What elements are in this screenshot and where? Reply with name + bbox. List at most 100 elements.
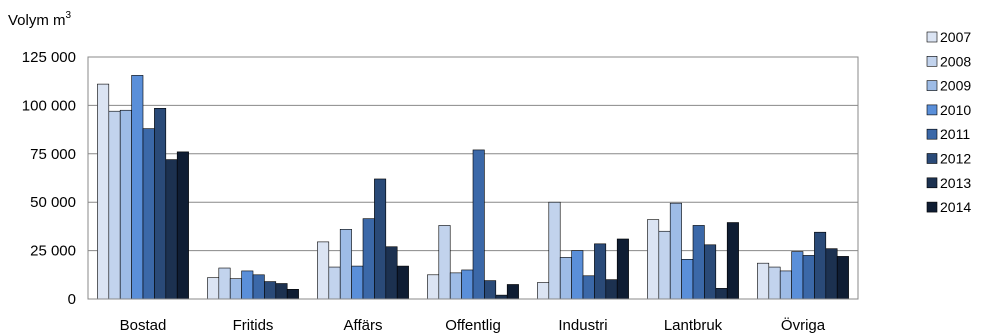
bar-2011 xyxy=(362,218,375,300)
bar-2009 xyxy=(229,278,242,300)
legend-label: 2008 xyxy=(940,53,971,69)
legend-item: 2014 xyxy=(926,199,971,215)
bar-2010 xyxy=(351,265,364,300)
bar-2007 xyxy=(207,277,220,300)
bar-2010 xyxy=(791,251,804,300)
bar-2007 xyxy=(317,241,330,300)
bar-2013 xyxy=(165,159,178,300)
y-tick-labels: 0 25 000 50 000 75 000 100 000 125 000 xyxy=(22,49,76,308)
x-tick-labels: Bostad Fritids Affärs Offentlig Industri Lant… xyxy=(120,316,826,334)
bar-2008 xyxy=(218,267,231,300)
bar-2012 xyxy=(374,178,387,300)
bar-2011 xyxy=(472,149,485,300)
bar-2008 xyxy=(108,110,121,300)
bar-2008 xyxy=(328,266,341,300)
legend-swatch xyxy=(926,201,938,213)
y-tick-label: 125 000 xyxy=(22,49,76,66)
legend-item: 2007 xyxy=(926,29,971,45)
legend-swatch xyxy=(926,55,938,67)
bar-2013 xyxy=(715,288,728,300)
bar-2008 xyxy=(768,266,781,300)
bar-2013 xyxy=(275,283,288,300)
x-tick-label: Övriga xyxy=(781,316,826,334)
legend-label: 2011 xyxy=(940,126,970,142)
y-tick-label: 0 xyxy=(68,291,76,308)
x-tick-label: Affärs xyxy=(344,317,383,334)
bar-2009 xyxy=(449,272,462,300)
legend-label: 2007 xyxy=(940,29,971,45)
legend-label: 2009 xyxy=(940,78,971,94)
legend-item: 2009 xyxy=(926,78,971,94)
bar-2007 xyxy=(647,219,660,300)
bar-2011 xyxy=(802,255,815,300)
bar-2012 xyxy=(704,244,717,300)
bar-2010 xyxy=(461,269,474,300)
bar-2012 xyxy=(484,280,497,300)
legend-swatch xyxy=(926,128,938,140)
x-tick-label: Lantbruk xyxy=(664,317,723,334)
bar-2009 xyxy=(559,257,572,300)
bar-2014 xyxy=(616,238,629,300)
bar-2013 xyxy=(605,279,618,300)
bar-2013 xyxy=(825,248,838,300)
legend-item: 2008 xyxy=(926,53,971,69)
y-tick-label: 75 000 xyxy=(30,146,76,163)
bar-2011 xyxy=(142,128,155,300)
bar-2009 xyxy=(119,109,132,300)
plot-frame xyxy=(87,56,859,300)
legend-swatch xyxy=(926,80,938,91)
bar-2011 xyxy=(582,275,595,300)
bar-2008 xyxy=(438,225,451,300)
bar-2009 xyxy=(669,202,682,300)
bar-2009 xyxy=(779,270,792,300)
bar-2014 xyxy=(396,265,409,300)
legend-label: 2012 xyxy=(940,151,971,167)
bar-2007 xyxy=(427,274,440,300)
bar-2011 xyxy=(692,225,705,300)
legend-swatch xyxy=(926,104,938,116)
legend: 2007 2008 2009 2010 2011 2012 2013 2014 xyxy=(926,29,971,215)
legend-swatch xyxy=(926,31,938,43)
bar-2010 xyxy=(241,270,254,300)
x-tick-label: Bostad xyxy=(120,317,167,334)
legend-label: 2013 xyxy=(940,175,971,191)
x-tick-label: Fritids xyxy=(233,317,274,334)
bar-2011 xyxy=(252,274,265,300)
bar-2012 xyxy=(594,243,607,300)
bar-2009 xyxy=(339,229,352,300)
legend-item: 2012 xyxy=(926,151,971,167)
x-tick-label: Industri xyxy=(558,317,607,334)
bar-2007 xyxy=(757,262,770,300)
bar-2008 xyxy=(548,201,561,300)
bar-2014 xyxy=(286,289,299,300)
bar-2010 xyxy=(681,259,694,300)
bar-2012 xyxy=(814,231,827,300)
legend-item: 2011 xyxy=(926,126,970,142)
bars xyxy=(97,75,849,300)
bar-2010 xyxy=(571,250,584,300)
x-tick-label: Offentlig xyxy=(445,317,501,334)
legend-item: 2013 xyxy=(926,175,971,191)
bar-2012 xyxy=(264,281,277,300)
y-tick-label: 25 000 xyxy=(30,243,76,260)
bar-2013 xyxy=(385,246,398,300)
bar-2007 xyxy=(537,282,550,300)
bar-2014 xyxy=(506,284,519,300)
bar-2012 xyxy=(154,108,167,300)
y-tick-label: 100 000 xyxy=(22,97,76,114)
legend-label: 2010 xyxy=(940,102,971,118)
bar-2014 xyxy=(176,151,189,300)
legend-label: 2014 xyxy=(940,199,971,215)
y-tick-label: 50 000 xyxy=(30,194,76,211)
bar-2008 xyxy=(658,230,671,300)
legend-item: 2010 xyxy=(926,102,971,118)
bar-2013 xyxy=(495,294,508,300)
legend-swatch xyxy=(926,153,938,164)
legend-swatch xyxy=(926,177,938,189)
bar-2007 xyxy=(97,83,110,300)
bar-2014 xyxy=(726,222,739,300)
bar-2010 xyxy=(131,75,144,300)
bar-2014 xyxy=(836,256,849,300)
y-axis-label: Volym m3 xyxy=(8,10,72,29)
